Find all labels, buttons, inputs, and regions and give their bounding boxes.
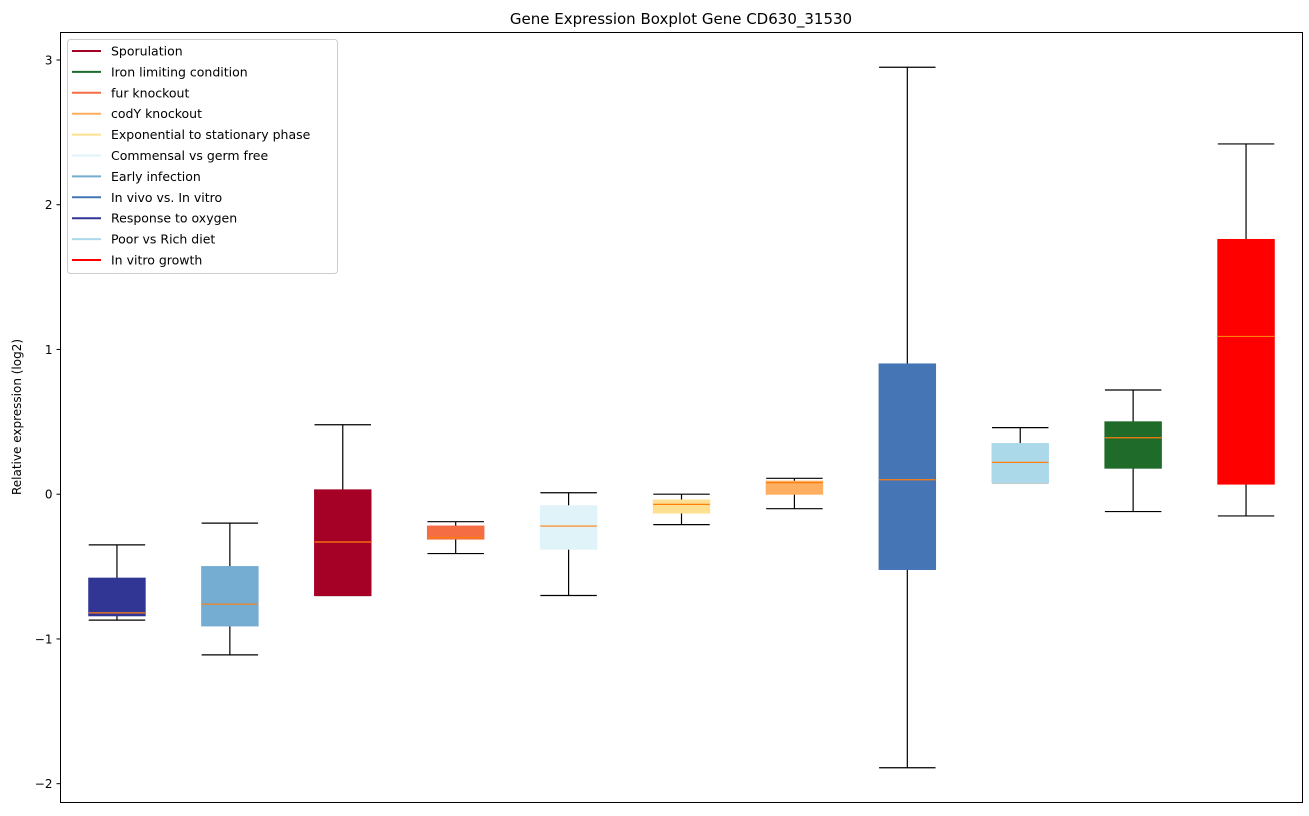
box-body [652,499,711,514]
y-axis: −2 −1 0 1 2 3 [35,54,61,791]
box-body [878,363,937,570]
box-body [991,443,1049,484]
legend-label: In vitro growth [111,253,202,268]
box-4 [426,521,485,555]
y-tick-label: 1 [45,343,53,357]
box-7 [765,477,824,510]
y-axis-label: Relative expression (log2) [10,339,24,495]
box-9 [991,427,1049,484]
legend: Sporulation Iron limiting condition fur kn… [67,39,338,274]
box-8 [878,66,937,769]
box-body [426,525,485,540]
box-3 [314,424,372,597]
boxes-group [88,66,1275,769]
box-body [539,505,598,550]
box-1 [88,544,146,621]
legend-frame [67,39,338,274]
chart-title: Gene Expression Boxplot Gene CD630_31530 [510,10,852,29]
box-body [88,577,146,617]
y-tick-label: 3 [45,54,53,68]
box-5 [539,492,598,597]
legend-label: Commensal vs germ free [111,148,268,163]
legend-label: In vivo vs. In vitro [111,190,222,205]
legend-label: Iron limiting condition [111,64,248,79]
box-10 [1104,389,1162,513]
y-tick-label: 0 [45,488,53,502]
legend-label: Sporulation [111,44,183,59]
box-2 [201,522,259,656]
box-body [201,566,259,627]
y-tick-label: 2 [45,198,53,212]
box-11 [1217,143,1275,517]
box-body [1104,421,1162,469]
box-body [765,480,824,495]
legend-label: Poor vs Rich diet [111,232,215,247]
legend-label: Exponential to stationary phase [111,127,311,142]
legend-label: Response to oxygen [111,211,237,226]
plot-frame [60,32,1303,803]
legend-label: fur knockout [111,85,189,100]
legend-label: Early infection [111,169,201,184]
y-tick-label: −1 [35,632,53,646]
box-body [1217,238,1275,485]
box-6 [652,493,711,526]
y-tick-label: −2 [35,777,53,791]
box-body [314,489,372,597]
legend-label: codY knockout [111,106,202,121]
